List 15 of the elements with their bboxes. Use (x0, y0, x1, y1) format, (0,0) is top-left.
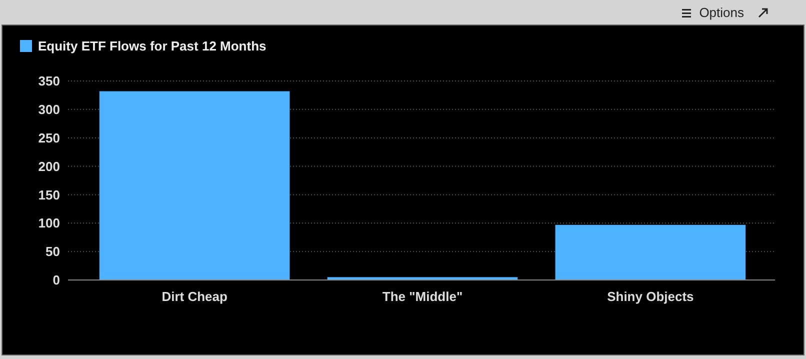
text: Options (699, 5, 744, 20)
y-tick-label: 250 (38, 130, 60, 146)
y-tick-label: 150 (38, 187, 60, 202)
y-tick-label: 350 (38, 74, 60, 89)
x-tick-label: The "Middle" (382, 289, 463, 304)
bar (99, 91, 290, 280)
y-tick-label: 200 (38, 158, 60, 174)
y-tick-label: 300 (38, 102, 60, 117)
y-tick-label: 0 (52, 272, 60, 288)
y-tick-label: 50 (46, 244, 60, 260)
bar (555, 224, 746, 280)
legend-label: Equity ETF Flows for Past 12 Months (38, 38, 266, 54)
x-tick-label: Shiny Objects (607, 289, 694, 304)
x-tick-label: Dirt Cheap (162, 289, 228, 304)
y-tick-label: 100 (38, 216, 60, 231)
